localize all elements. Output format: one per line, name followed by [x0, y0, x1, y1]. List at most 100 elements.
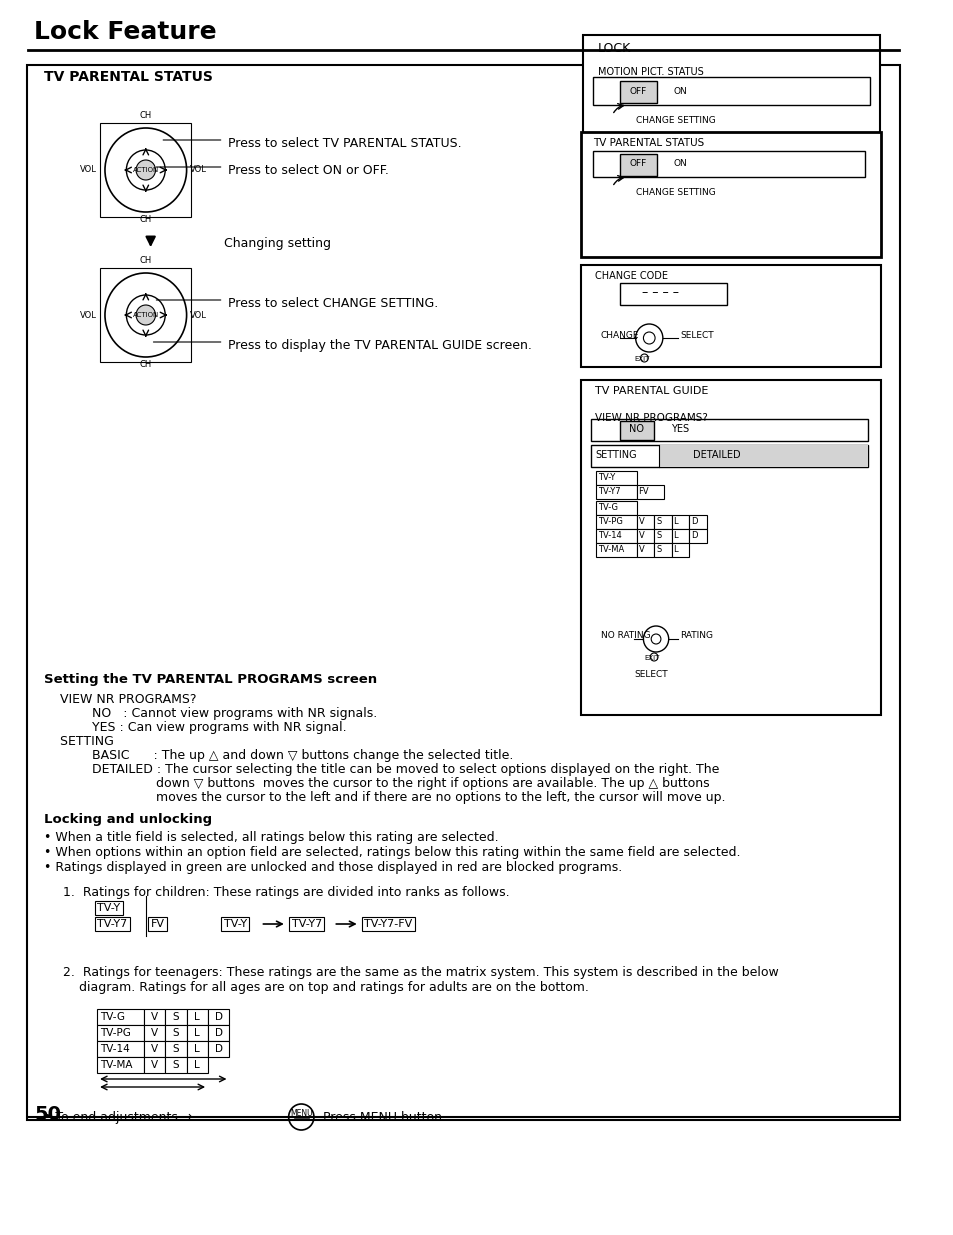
Text: TV-Y7: TV-Y7	[598, 488, 619, 496]
Bar	[208, 1041, 229, 1057]
Text: down ▽ buttons  moves the cursor to the right if options are available. The up △: down ▽ buttons moves the cursor to the r…	[44, 777, 709, 790]
Text: CHANGE SETTING: CHANGE SETTING	[635, 188, 715, 198]
Text: V: V	[638, 517, 643, 526]
Text: ON: ON	[673, 159, 686, 168]
Bar	[592, 77, 869, 105]
Text: S: S	[172, 1044, 179, 1053]
Text: diagram. Ratings for all ages are on top and ratings for adults are on the botto: diagram. Ratings for all ages are on top…	[63, 981, 588, 994]
Bar	[659, 445, 867, 467]
Text: TV-14: TV-14	[598, 531, 620, 541]
Text: V: V	[638, 546, 643, 555]
Text: D: D	[214, 1044, 222, 1053]
Text: Locking and unlocking: Locking and unlocking	[44, 813, 212, 826]
Bar	[596, 515, 636, 529]
Text: Setting the TV PARENTAL PROGRAMS screen: Setting the TV PARENTAL PROGRAMS screen	[44, 673, 376, 685]
Bar	[165, 1041, 187, 1057]
Text: L: L	[194, 1044, 200, 1053]
Bar	[144, 1057, 165, 1073]
Text: D: D	[214, 1028, 222, 1037]
Bar	[582, 35, 879, 180]
Text: CH: CH	[139, 256, 152, 266]
Text: • To end adjustments →: • To end adjustments →	[44, 1112, 192, 1124]
Text: VOL: VOL	[190, 165, 206, 174]
Text: MOTION PICT. STATUS: MOTION PICT. STATUS	[598, 67, 702, 77]
Text: Press to select CHANGE SETTING.: Press to select CHANGE SETTING.	[228, 296, 438, 310]
Text: S: S	[656, 546, 660, 555]
Bar	[165, 1025, 187, 1041]
Bar	[654, 515, 671, 529]
Text: LOCK: LOCK	[598, 42, 630, 56]
Bar	[688, 529, 706, 543]
Text: Press to select TV PARENTAL STATUS.: Press to select TV PARENTAL STATUS.	[228, 137, 461, 149]
Bar	[187, 1009, 208, 1025]
Bar	[688, 515, 706, 529]
Bar	[208, 1025, 229, 1041]
Text: L: L	[194, 1060, 200, 1070]
Text: NO: NO	[628, 424, 643, 433]
Text: V: V	[151, 1044, 158, 1053]
Bar	[619, 82, 657, 103]
Bar	[165, 1009, 187, 1025]
Text: TV-Y: TV-Y	[223, 919, 247, 929]
Text: V: V	[151, 1060, 158, 1070]
Text: OFF: OFF	[629, 159, 646, 168]
Bar	[619, 154, 657, 177]
Text: CHANGE: CHANGE	[600, 331, 639, 340]
Text: L: L	[194, 1028, 200, 1037]
Circle shape	[136, 305, 155, 325]
Text: TV-G: TV-G	[100, 1011, 125, 1023]
Bar	[97, 1057, 144, 1073]
Text: S: S	[172, 1011, 179, 1023]
Text: D: D	[690, 531, 697, 541]
Text: moves the cursor to the left and if there are no options to the left, the cursor: moves the cursor to the left and if ther…	[44, 790, 724, 804]
Bar	[144, 1009, 165, 1025]
Bar	[187, 1057, 208, 1073]
Text: BASIC      : The up △ and down ▽ buttons change the selected title.: BASIC : The up △ and down ▽ buttons chan…	[44, 748, 513, 762]
Text: TV-Y7: TV-Y7	[292, 919, 321, 929]
Text: CHANGE SETTING: CHANGE SETTING	[635, 116, 715, 125]
Text: • When options within an option field are selected, ratings below this rating wi: • When options within an option field ar…	[44, 846, 740, 860]
Text: 2.  Ratings for teenagers: These ratings are the same as the matrix system. This: 2. Ratings for teenagers: These ratings …	[63, 966, 778, 979]
Bar	[144, 1041, 165, 1057]
Text: L: L	[673, 531, 678, 541]
Text: V: V	[638, 531, 643, 541]
Bar	[28, 65, 899, 1120]
Bar	[208, 1009, 229, 1025]
Text: V: V	[151, 1028, 158, 1037]
Bar	[97, 1025, 144, 1041]
Bar	[580, 266, 880, 367]
Text: TV-G: TV-G	[598, 504, 618, 513]
Text: NO   : Cannot view programs with NR signals.: NO : Cannot view programs with NR signal…	[44, 706, 376, 720]
Bar	[654, 543, 671, 557]
Text: SELECT: SELECT	[679, 331, 713, 340]
Bar	[596, 543, 636, 557]
Bar	[100, 268, 192, 362]
Text: L: L	[194, 1011, 200, 1023]
Text: DETAILED : The cursor selecting the title can be moved to select options display: DETAILED : The cursor selecting the titl…	[44, 763, 719, 776]
Bar	[636, 543, 654, 557]
Text: V: V	[151, 1011, 158, 1023]
Text: Changing setting: Changing setting	[223, 237, 330, 251]
Text: TV-MA: TV-MA	[100, 1060, 132, 1070]
Text: L: L	[673, 517, 678, 526]
Bar	[590, 419, 867, 441]
Bar	[100, 124, 192, 217]
Text: ACTION: ACTION	[132, 167, 159, 173]
Bar	[671, 543, 688, 557]
Text: S: S	[172, 1060, 179, 1070]
Text: TV PARENTAL STATUS: TV PARENTAL STATUS	[592, 138, 703, 148]
Text: TV-MA: TV-MA	[598, 546, 623, 555]
Bar	[97, 1009, 144, 1025]
Text: CH: CH	[139, 359, 152, 369]
Bar	[580, 132, 880, 257]
Text: EXIT: EXIT	[643, 655, 659, 661]
Bar	[596, 529, 636, 543]
Bar	[671, 515, 688, 529]
Text: • Ratings displayed in green are unlocked and those displayed in red are blocked: • Ratings displayed in green are unlocke…	[44, 861, 621, 874]
Text: TV PARENTAL STATUS: TV PARENTAL STATUS	[44, 70, 213, 84]
Text: Press to select ON or OFF.: Press to select ON or OFF.	[228, 164, 389, 177]
Circle shape	[136, 161, 155, 180]
Bar	[187, 1025, 208, 1041]
Bar	[619, 421, 654, 440]
Text: ACTION: ACTION	[132, 312, 159, 317]
